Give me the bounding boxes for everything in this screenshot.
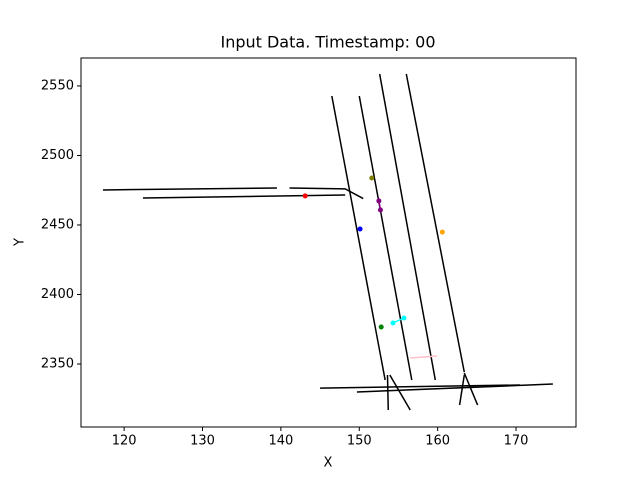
y-tick-label: 2500	[41, 148, 74, 163]
point	[390, 320, 396, 326]
x-tick-label: 130	[190, 434, 215, 449]
y-tick-label: 2350	[41, 357, 74, 372]
point	[377, 207, 383, 213]
line-series	[410, 355, 437, 359]
y-tick-label: 2550	[41, 78, 74, 93]
x-tick-label: 150	[347, 434, 372, 449]
line-series	[320, 384, 520, 389]
point	[439, 229, 445, 235]
x-axis-label: X	[324, 456, 333, 471]
chart-title: Input Data. Timestamp: 00	[220, 33, 435, 52]
point	[378, 324, 384, 330]
line-series	[289, 187, 364, 200]
line-series	[142, 194, 346, 199]
line-series	[405, 73, 466, 373]
x-tick-label: 160	[425, 434, 450, 449]
point	[369, 175, 375, 181]
y-tick-label: 2450	[41, 217, 74, 232]
x-tick-label: 120	[112, 434, 137, 449]
line-series	[463, 372, 479, 406]
line-series	[102, 187, 277, 191]
line-series	[389, 374, 411, 411]
line-series	[378, 73, 437, 381]
point	[357, 226, 363, 232]
point	[401, 315, 407, 321]
x-tick-label: 170	[504, 434, 529, 449]
x-tick-label: 140	[268, 434, 293, 449]
y-axis-label: Y	[13, 238, 28, 247]
line-series	[358, 95, 413, 381]
line-series	[458, 374, 466, 406]
line-series	[331, 95, 386, 381]
plot-frame	[80, 57, 577, 428]
line-series	[356, 383, 553, 393]
point	[302, 193, 308, 199]
y-tick-label: 2400	[41, 287, 74, 302]
point	[376, 198, 382, 204]
line-series	[386, 374, 390, 411]
